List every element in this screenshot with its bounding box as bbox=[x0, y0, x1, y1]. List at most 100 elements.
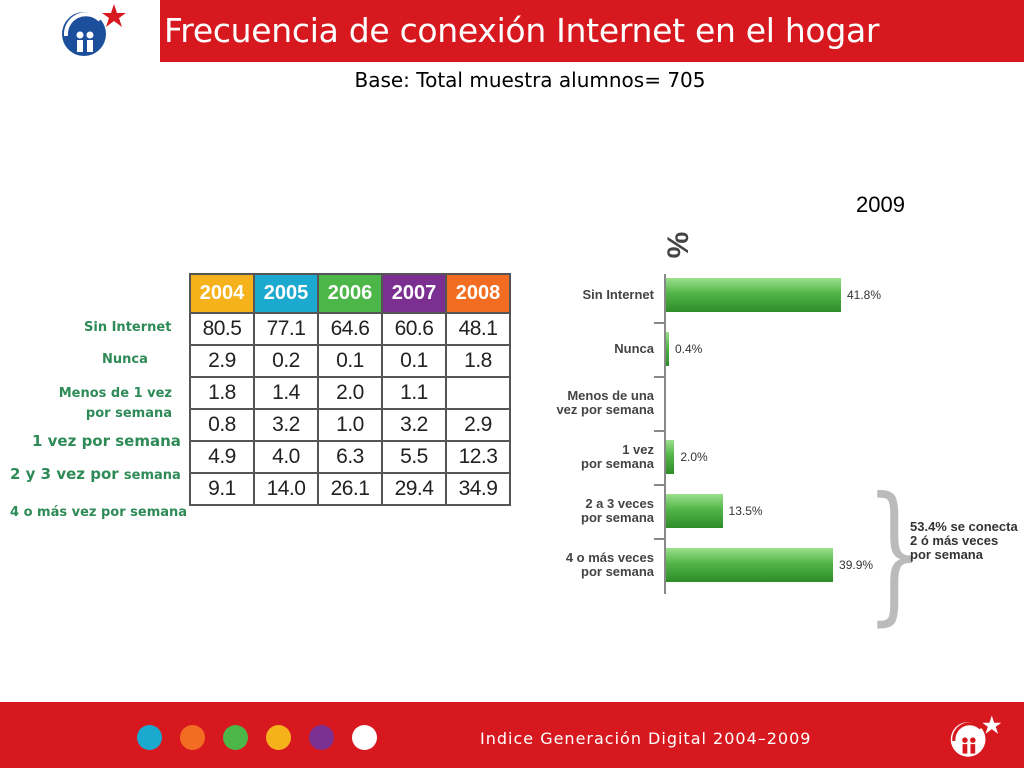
bar-value-label: 41.8% bbox=[847, 288, 882, 302]
table-cell: 6.3 bbox=[317, 440, 383, 474]
bar-category-label: Sin Internet bbox=[534, 288, 654, 302]
footer-dot bbox=[266, 725, 291, 750]
table-cell: 1.8 bbox=[189, 376, 255, 410]
bar-category-label-line: 4 o más veces bbox=[565, 550, 654, 565]
table-cell: 0.1 bbox=[381, 344, 447, 378]
bar-category-label-line: por semana bbox=[581, 564, 654, 579]
axis-tick bbox=[654, 538, 666, 540]
footer-dot bbox=[309, 725, 334, 750]
bar bbox=[666, 278, 841, 312]
chart-title: 2009 bbox=[856, 192, 905, 217]
table-cell bbox=[445, 376, 511, 410]
table-cell: 48.1 bbox=[445, 312, 511, 346]
title-bar bbox=[160, 0, 1024, 62]
bar-value-label: 2.0% bbox=[680, 450, 708, 464]
table-cell: 1.0 bbox=[317, 408, 383, 442]
footer-dot bbox=[180, 725, 205, 750]
table-row: 9.1 14.0 26.1 29.4 34.9 bbox=[189, 472, 511, 506]
family-star-logo-icon bbox=[62, 4, 126, 56]
table-cell: 12.3 bbox=[445, 440, 511, 474]
table-cell: 77.1 bbox=[253, 312, 319, 346]
table-row: 1.8 1.4 2.0 1.1 bbox=[189, 376, 511, 410]
table-cell: 80.5 bbox=[189, 312, 255, 346]
bar bbox=[666, 332, 669, 366]
page-title: Frecuencia de conexión Internet en el ho… bbox=[164, 11, 880, 50]
table-row: 2.9 0.2 0.1 0.1 1.8 bbox=[189, 344, 511, 378]
axis-tick bbox=[654, 376, 666, 378]
table-row: 0.8 3.2 1.0 3.2 2.9 bbox=[189, 408, 511, 442]
table-cell: 3.2 bbox=[253, 408, 319, 442]
bar-category-label: 1 vez por semana bbox=[534, 443, 654, 471]
row-label-4-o-mas: 4 o más vez por semana bbox=[10, 505, 188, 520]
row-label-1-vez: 1 vez por semana bbox=[32, 432, 181, 450]
year-header-2008: 2008 bbox=[445, 273, 511, 314]
bar-category-label: Nunca bbox=[534, 342, 654, 356]
table-cell: 3.2 bbox=[381, 408, 447, 442]
footer-dot bbox=[223, 725, 248, 750]
chart-axis-line bbox=[664, 274, 666, 594]
table-cell: 2.9 bbox=[189, 344, 255, 378]
year-header-2005: 2005 bbox=[253, 273, 319, 314]
table-cell: 14.0 bbox=[253, 472, 319, 506]
footer-title: Indice Generación Digital 2004–2009 bbox=[480, 729, 812, 748]
table-cell: 9.1 bbox=[189, 472, 255, 506]
table-cell: 64.6 bbox=[317, 312, 383, 346]
family-star-logo-icon bbox=[950, 715, 1002, 757]
row-label-2-y-3-vez-suffix: semana bbox=[123, 468, 181, 483]
year-header-2004: 2004 bbox=[189, 273, 255, 314]
table-cell: 1.1 bbox=[381, 376, 447, 410]
table-cell: 4.9 bbox=[189, 440, 255, 474]
bar-category-label: Menos de una vez por semana bbox=[534, 389, 654, 417]
row-label-menos-de-1-vez: Menos de 1 vez por semana bbox=[58, 386, 172, 421]
year-header-2006: 2006 bbox=[317, 273, 383, 314]
table-cell: 0.2 bbox=[253, 344, 319, 378]
table-cell: 0.1 bbox=[317, 344, 383, 378]
row-label-nunca: Nunca bbox=[102, 352, 148, 367]
table-cell: 60.6 bbox=[381, 312, 447, 346]
bar-category-label-line: Nunca bbox=[614, 341, 654, 356]
bar-category-label-line: 2 a 3 veces bbox=[585, 496, 654, 511]
year-header-2007: 2007 bbox=[381, 273, 447, 314]
table-row: 80.5 77.1 64.6 60.6 48.1 bbox=[189, 312, 511, 346]
bar bbox=[666, 548, 834, 582]
axis-tick bbox=[654, 430, 666, 432]
chart-annotation: 53.4% se conecta 2 ó más veces por seman… bbox=[910, 519, 1018, 562]
row-label-2-y-3-vez-main: 2 y 3 vez por bbox=[10, 465, 119, 483]
axis-tick bbox=[654, 484, 666, 486]
bar-category-label-line: por semana bbox=[581, 456, 654, 471]
bar-category-label-line: vez por semana bbox=[556, 402, 654, 417]
table-cell: 0.8 bbox=[189, 408, 255, 442]
axis-tick bbox=[654, 322, 666, 324]
table-cell: 29.4 bbox=[381, 472, 447, 506]
bar-category-label-line: por semana bbox=[581, 510, 654, 525]
table-cell: 2.9 bbox=[445, 408, 511, 442]
table-row: 4.9 4.0 6.3 5.5 12.3 bbox=[189, 440, 511, 474]
table-cell: 5.5 bbox=[381, 440, 447, 474]
chart-axis-label: % bbox=[662, 231, 695, 259]
table-cell: 1.4 bbox=[253, 376, 319, 410]
history-table: 2004 2005 2006 2007 2008 80.5 77.1 64.6 … bbox=[189, 273, 511, 506]
footer-dot bbox=[352, 725, 377, 750]
bar bbox=[666, 440, 675, 474]
footer-bar bbox=[0, 702, 1024, 768]
table-header-row: 2004 2005 2006 2007 2008 bbox=[189, 273, 511, 314]
bar-value-label: 39.9% bbox=[839, 558, 874, 572]
bar bbox=[666, 494, 723, 528]
bar-value-label: 0.4% bbox=[675, 342, 703, 356]
footer-dot bbox=[137, 725, 162, 750]
brace-icon: } bbox=[866, 466, 924, 640]
table-cell: 1.8 bbox=[445, 344, 511, 378]
bar-value-label: 13.5% bbox=[728, 504, 763, 518]
bar-category-label-line: 1 vez bbox=[622, 442, 654, 457]
row-label-sin-internet: Sin Internet bbox=[84, 320, 172, 335]
bar-category-label: 4 o más veces por semana bbox=[534, 551, 654, 579]
table-cell: 2.0 bbox=[317, 376, 383, 410]
bar-category-label-line: Sin Internet bbox=[582, 287, 654, 302]
table-cell: 34.9 bbox=[445, 472, 511, 506]
row-label-2-y-3-vez: 2 y 3 vez por semana bbox=[10, 465, 181, 483]
bar-category-label-line: Menos de una bbox=[567, 388, 654, 403]
bar-category-label: 2 a 3 veces por semana bbox=[534, 497, 654, 525]
table-cell: 26.1 bbox=[317, 472, 383, 506]
page-subtitle: Base: Total muestra alumnos= 705 bbox=[354, 68, 706, 92]
table-cell: 4.0 bbox=[253, 440, 319, 474]
